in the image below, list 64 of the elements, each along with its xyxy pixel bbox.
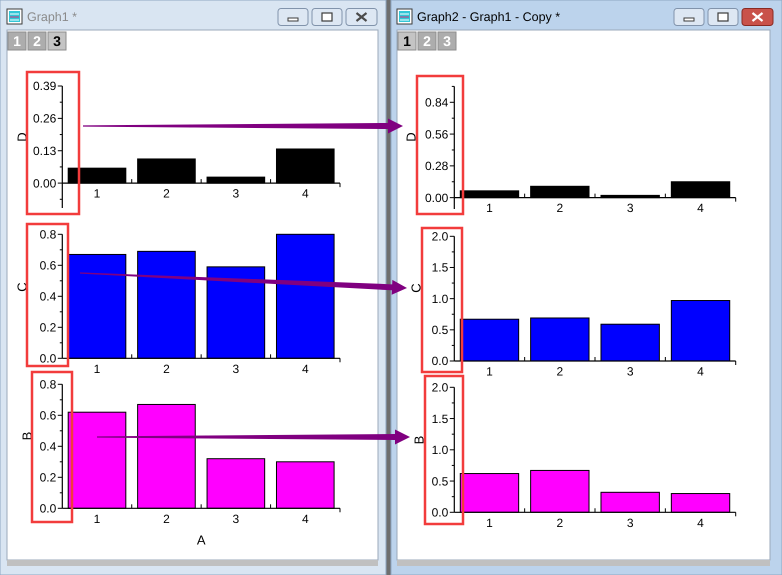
y-tick-label: 0.0 [432, 354, 449, 368]
x-tick-label: 1 [94, 512, 101, 526]
x-tick-label: 4 [302, 512, 309, 526]
y-tick-label: 0.4 [40, 290, 57, 304]
x-axis-title: A [196, 532, 206, 548]
text: 1 [13, 33, 22, 49]
x-tick-label: 1 [486, 364, 494, 378]
x-tick-label: 2 [163, 186, 170, 201]
y-tick-label: 0.8 [40, 378, 57, 392]
text: 3 [443, 33, 452, 49]
y-axis-title: D [404, 132, 419, 142]
x-tick-label: 3 [232, 186, 240, 201]
x-tick-label: 2 [556, 516, 564, 530]
y-tick-label: 0.28 [424, 159, 449, 174]
y-tick-label: 0.0 [40, 352, 57, 366]
y-tick-label: 2.0 [432, 230, 449, 244]
y-tick-label: 1.5 [432, 260, 449, 275]
y-tick-label: 0.56 [424, 127, 449, 142]
x-tick-label: 2 [556, 201, 564, 216]
x-tick-label: 4 [697, 201, 704, 216]
chart-title: Graph1 * [27, 10, 78, 24]
x-tick-label: 2 [163, 512, 170, 526]
text: 2 [423, 33, 432, 49]
x-tick-label: 3 [232, 512, 240, 526]
x-tick-label: 3 [626, 516, 634, 530]
y-tick-label: 1.0 [432, 292, 449, 306]
x-tick-label: 4 [302, 186, 309, 201]
x-tick-label: 3 [626, 201, 634, 216]
y-tick-label: 0.39 [32, 79, 57, 94]
x-tick-label: 1 [486, 516, 494, 530]
y-tick-label: 0.00 [424, 190, 449, 205]
y-tick-label: 0.2 [40, 320, 57, 334]
x-tick-label: 1 [486, 201, 494, 216]
y-tick-label: 0.00 [32, 176, 57, 190]
text: 2 [33, 33, 42, 49]
y-tick-label: 0.5 [432, 474, 449, 488]
y-tick-label: 0.84 [424, 95, 449, 110]
y-tick-label: 0.0 [432, 506, 449, 520]
y-tick-label: 0.2 [40, 470, 57, 484]
x-tick-label: 1 [94, 186, 101, 201]
y-tick-label: 0.13 [32, 144, 57, 158]
x-tick-label: 4 [302, 362, 309, 376]
x-tick-label: 3 [626, 364, 634, 378]
y-tick-label: 0.8 [40, 228, 57, 242]
y-tick-label: 0.5 [432, 323, 449, 338]
y-tick-label: 0.26 [32, 112, 57, 126]
y-tick-label: 0.4 [40, 440, 57, 454]
x-tick-label: 4 [697, 516, 704, 530]
text: 1 [403, 33, 412, 49]
y-tick-label: 0.6 [40, 258, 57, 272]
chart-title: Graph2 - Graph1 - Copy * [417, 10, 560, 24]
text: 3 [53, 33, 62, 49]
y-axis-title: C [408, 283, 424, 293]
y-tick-label: 0.0 [40, 502, 57, 516]
y-tick-label: 2.0 [432, 380, 449, 394]
y-tick-label: 0.6 [40, 408, 57, 422]
x-tick-label: 1 [94, 362, 101, 376]
y-tick-label: 1.5 [432, 412, 449, 426]
y-tick-label: 1.0 [432, 443, 449, 457]
x-tick-label: 2 [163, 362, 170, 376]
x-tick-label: 4 [697, 364, 704, 378]
x-tick-label: 3 [232, 362, 240, 376]
x-tick-label: 2 [556, 364, 564, 378]
y-axis-title: B [412, 436, 427, 444]
